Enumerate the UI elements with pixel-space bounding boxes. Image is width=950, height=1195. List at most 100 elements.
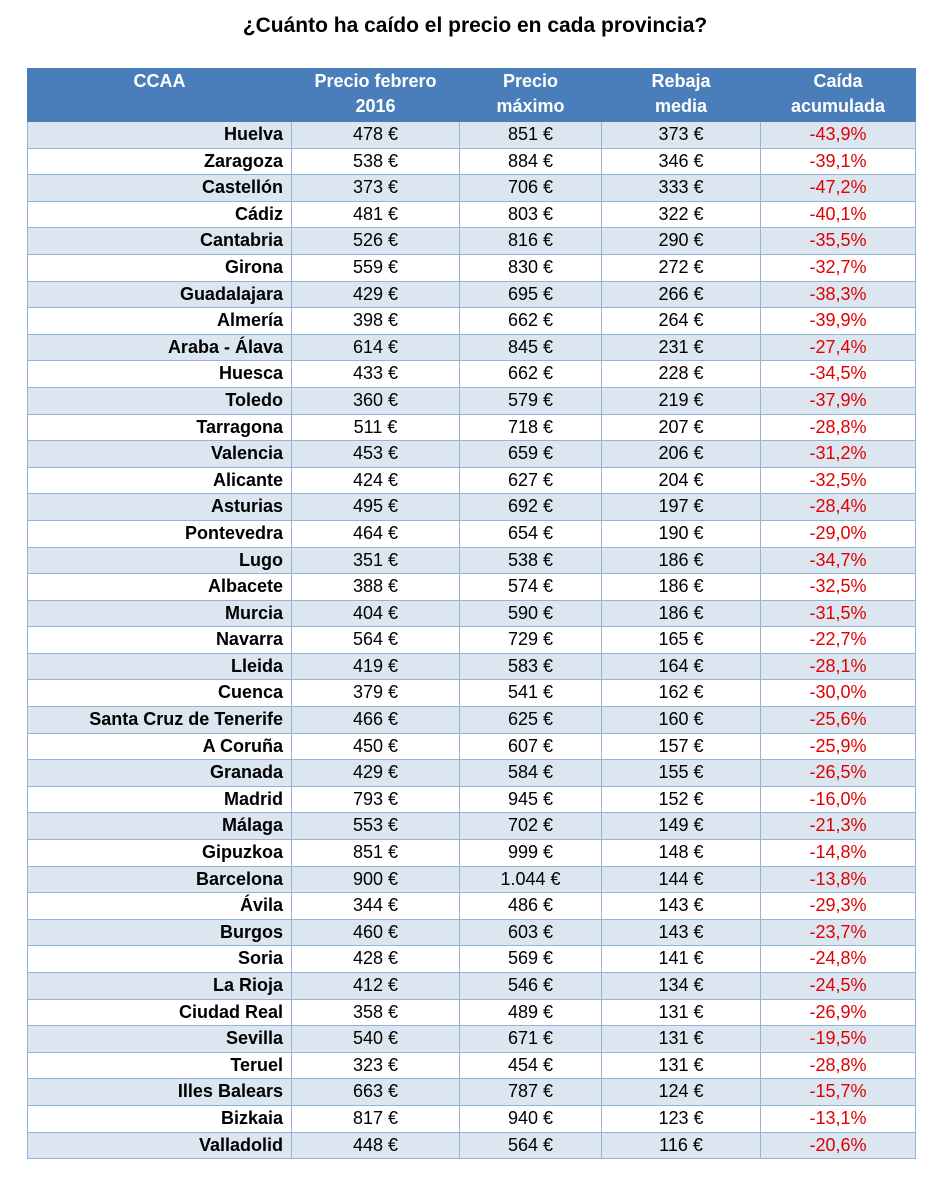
column-header-rebaja-media: Rebaja media (601, 68, 761, 122)
avg-discount: 264 € (601, 307, 761, 335)
column-header-precio-febrero: Precio febrero 2016 (291, 68, 460, 122)
province-name: Guadalajara (27, 280, 292, 309)
price-feb-2016: 450 € (291, 732, 460, 761)
avg-discount: 373 € (601, 121, 761, 149)
max-price: 454 € (459, 1051, 602, 1080)
table-row: Barcelona 900 €1.044 €144 € -13,8% (27, 865, 916, 894)
avg-discount: 131 € (601, 1025, 761, 1053)
max-price: 583 € (459, 652, 602, 681)
max-price: 845 € (459, 333, 602, 362)
table-row: Lleida 419 €583 €164 € -28,1% (27, 652, 916, 681)
avg-discount: 186 € (601, 546, 761, 575)
max-price: 574 € (459, 573, 602, 601)
table-row: A Coruña 450 €607 €157 € -25,9% (27, 732, 916, 761)
table-row: Almería 398 €662 €264 € -39,9% (27, 307, 916, 335)
avg-discount: 116 € (601, 1131, 761, 1160)
max-price: 851 € (459, 121, 602, 149)
province-name: Lugo (27, 546, 292, 575)
avg-discount: 186 € (601, 599, 761, 628)
avg-discount: 162 € (601, 679, 761, 708)
max-price: 695 € (459, 280, 602, 309)
cumulative-drop: -13,1% (760, 1104, 916, 1133)
cumulative-drop: -47,2% (760, 174, 916, 202)
table-row: Soria 428 €569 €141 € -24,8% (27, 945, 916, 973)
price-feb-2016: 614 € (291, 333, 460, 362)
province-name: Asturias (27, 493, 292, 521)
cumulative-drop: -15,7% (760, 1078, 916, 1106)
table-row: Ciudad Real 358 €489 €131 € -26,9% (27, 998, 916, 1027)
province-name: Madrid (27, 785, 292, 814)
cumulative-drop: -37,9% (760, 386, 916, 415)
province-name: Teruel (27, 1051, 292, 1080)
column-header-ccaa: CCAA (27, 68, 292, 122)
cumulative-drop: -32,7% (760, 253, 916, 282)
max-price: 999 € (459, 839, 602, 867)
max-price: 590 € (459, 599, 602, 628)
cumulative-drop: -16,0% (760, 785, 916, 814)
avg-discount: 123 € (601, 1104, 761, 1133)
province-name: Girona (27, 253, 292, 282)
province-name: Alicante (27, 466, 292, 495)
max-price: 671 € (459, 1025, 602, 1053)
province-name: Valencia (27, 440, 292, 468)
province-name: Sevilla (27, 1025, 292, 1053)
price-feb-2016: 464 € (291, 519, 460, 548)
cumulative-drop: -26,9% (760, 998, 916, 1027)
avg-discount: 143 € (601, 892, 761, 920)
avg-discount: 143 € (601, 918, 761, 947)
avg-discount: 290 € (601, 227, 761, 255)
avg-discount: 155 € (601, 759, 761, 787)
province-name: Soria (27, 945, 292, 973)
province-name: Navarra (27, 626, 292, 654)
province-name: Huesca (27, 360, 292, 388)
price-feb-2016: 429 € (291, 759, 460, 787)
table-row: Cádiz 481 €803 €322 € -40,1% (27, 200, 916, 229)
province-name: Lleida (27, 652, 292, 681)
cumulative-drop: -38,3% (760, 280, 916, 309)
price-feb-2016: 900 € (291, 865, 460, 894)
province-name: Murcia (27, 599, 292, 628)
avg-discount: 207 € (601, 413, 761, 442)
max-price: 607 € (459, 732, 602, 761)
price-feb-2016: 373 € (291, 174, 460, 202)
province-name: Albacete (27, 573, 292, 601)
price-feb-2016: 793 € (291, 785, 460, 814)
cumulative-drop: -32,5% (760, 573, 916, 601)
province-name: Toledo (27, 386, 292, 415)
avg-discount: 322 € (601, 200, 761, 229)
province-name: Málaga (27, 812, 292, 841)
max-price: 659 € (459, 440, 602, 468)
max-price: 1.044 € (459, 865, 602, 894)
cumulative-drop: -22,7% (760, 626, 916, 654)
avg-discount: 148 € (601, 839, 761, 867)
max-price: 489 € (459, 998, 602, 1027)
province-name: Ávila (27, 892, 292, 920)
table-row: Albacete 388 €574 €186 € -32,5% (27, 573, 916, 601)
cumulative-drop: -14,8% (760, 839, 916, 867)
province-name: Cantabria (27, 227, 292, 255)
cumulative-drop: -19,5% (760, 1025, 916, 1053)
avg-discount: 141 € (601, 945, 761, 973)
province-name: Tarragona (27, 413, 292, 442)
price-feb-2016: 379 € (291, 679, 460, 708)
price-feb-2016: 553 € (291, 812, 460, 841)
province-name: Barcelona (27, 865, 292, 894)
max-price: 541 € (459, 679, 602, 708)
table-row: Zaragoza 538 €884 €346 € -39,1% (27, 147, 916, 176)
table-row: Santa Cruz de Tenerife 466 €625 €160 € -25… (27, 706, 916, 734)
price-feb-2016: 398 € (291, 307, 460, 335)
cumulative-drop: -23,7% (760, 918, 916, 947)
cumulative-drop: -27,4% (760, 333, 916, 362)
price-feb-2016: 429 € (291, 280, 460, 309)
cumulative-drop: -28,4% (760, 493, 916, 521)
province-name: Valladolid (27, 1131, 292, 1160)
province-name: Ciudad Real (27, 998, 292, 1027)
avg-discount: 165 € (601, 626, 761, 654)
table-row: Alicante 424 €627 €204 € -32,5% (27, 466, 916, 495)
price-feb-2016: 428 € (291, 945, 460, 973)
cumulative-drop: -31,2% (760, 440, 916, 468)
table-row: Valencia 453 €659 €206 € -31,2% (27, 440, 916, 468)
column-header-precio-maximo: Precio máximo (459, 68, 602, 122)
cumulative-drop: -31,5% (760, 599, 916, 628)
table-row: Guadalajara 429 €695 €266 € -38,3% (27, 280, 916, 309)
